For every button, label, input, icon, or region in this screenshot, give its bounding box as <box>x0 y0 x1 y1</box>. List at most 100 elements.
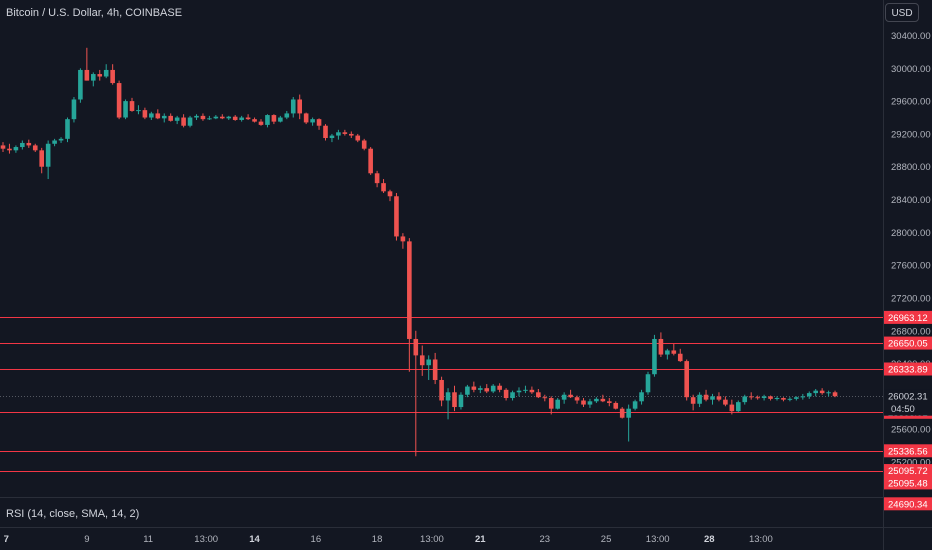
candle-body <box>336 132 341 136</box>
candle-body <box>826 392 831 394</box>
candle-body <box>161 115 167 119</box>
candle-body <box>587 401 593 405</box>
time-tick-label: 18 <box>372 534 383 545</box>
candle-body <box>574 397 580 401</box>
candle-body <box>136 110 141 112</box>
time-tick-label: 9 <box>84 534 89 545</box>
candle-body <box>652 338 657 375</box>
candle-body <box>729 404 735 412</box>
time-tick-label: 13:00 <box>646 534 670 545</box>
price-axis: 30400.00 30000.00 29600.00 29200.00 28800.00… <box>884 31 932 511</box>
candle-body <box>39 150 44 167</box>
candle-body <box>458 394 464 408</box>
candle-body <box>213 116 219 119</box>
candle-body <box>129 101 135 111</box>
candle-body <box>774 398 780 400</box>
level-price-label: 26333.89 <box>888 364 928 375</box>
time-tick-label: 13:00 <box>749 534 773 545</box>
rsi-indicator-label[interactable]: RSI (14, close, SMA, 14, 2) <box>6 508 140 520</box>
candle-body <box>755 397 760 399</box>
candle-body <box>123 101 128 118</box>
candle-body <box>149 113 154 118</box>
candle-body <box>626 408 631 418</box>
candle-body <box>555 399 560 409</box>
level-price-label: 26963.12 <box>888 313 928 324</box>
candle-body <box>207 118 212 120</box>
price-tick-label: 26800.00 <box>891 326 931 337</box>
candle-body <box>607 401 612 403</box>
candle-body <box>684 361 689 398</box>
candle-body <box>639 392 644 402</box>
candle-body <box>220 116 225 119</box>
candle-body <box>284 113 290 118</box>
candle-body <box>452 392 457 408</box>
candle-body <box>768 396 773 399</box>
level-price-label-bg <box>884 336 932 350</box>
candle-body <box>407 241 412 339</box>
candle-body <box>239 117 244 120</box>
candle-body <box>800 396 806 398</box>
candle-body <box>419 355 425 366</box>
candle-body <box>677 353 683 362</box>
candle-body <box>594 398 599 402</box>
candle-body <box>613 402 619 409</box>
candle-body <box>381 183 386 192</box>
level-price-label: 26650.05 <box>888 339 928 350</box>
candle-body <box>361 140 367 149</box>
candle-body <box>536 392 541 398</box>
candle-body <box>439 379 444 401</box>
candle-body <box>761 396 767 399</box>
candle-body <box>142 110 148 118</box>
candle-body <box>503 389 509 399</box>
candle-body <box>497 385 502 390</box>
candle-body <box>529 389 535 393</box>
time-tick-label: 11 <box>143 534 153 545</box>
price-tick-label: 25600.00 <box>891 425 931 436</box>
current-price-label: 26002.31 <box>888 392 928 403</box>
candle-body <box>703 394 709 400</box>
candle-body <box>252 119 257 122</box>
time-tick-label: 25 <box>601 534 612 545</box>
time-tick-label: 21 <box>475 534 486 545</box>
candle-body <box>32 145 38 151</box>
candle-body <box>490 385 496 392</box>
candle-body <box>52 140 57 144</box>
candle-body <box>97 74 103 77</box>
candle-body <box>426 359 431 366</box>
candle-body <box>400 236 406 242</box>
candle-body <box>748 396 754 398</box>
price-tick-label: 30400.00 <box>891 31 931 42</box>
candle-body <box>91 74 96 81</box>
candle-body <box>174 117 180 121</box>
currency-button[interactable]: USD <box>885 3 919 22</box>
price-tick-label: 30000.00 <box>891 64 931 75</box>
candle-body <box>697 394 702 404</box>
candle-body <box>71 99 77 120</box>
candle-body <box>316 119 322 126</box>
candle-body <box>303 113 309 123</box>
candle-body <box>168 115 173 121</box>
candle-body <box>619 408 625 418</box>
level-price-label-bg <box>884 444 932 458</box>
time-tick-label: 23 <box>540 534 551 545</box>
time-tick-label: 13:00 <box>194 534 218 545</box>
candle-body <box>561 394 567 400</box>
candle-body <box>819 390 825 394</box>
candle-body <box>742 396 748 403</box>
candle-body <box>813 390 818 394</box>
candle-body <box>523 389 528 391</box>
candle-body <box>45 143 51 167</box>
candle-body <box>355 135 361 141</box>
candle-body <box>510 392 515 399</box>
price-tick-label: 28800.00 <box>891 162 931 173</box>
candle-body <box>632 401 638 409</box>
candle-body <box>568 394 573 398</box>
candle-body <box>323 125 328 139</box>
candle-body <box>310 119 315 123</box>
candle-body <box>58 138 64 141</box>
candle-body <box>349 133 354 136</box>
horizontal-levels <box>0 317 883 472</box>
level-price-label-bg <box>884 497 932 511</box>
candle-body <box>368 148 373 174</box>
